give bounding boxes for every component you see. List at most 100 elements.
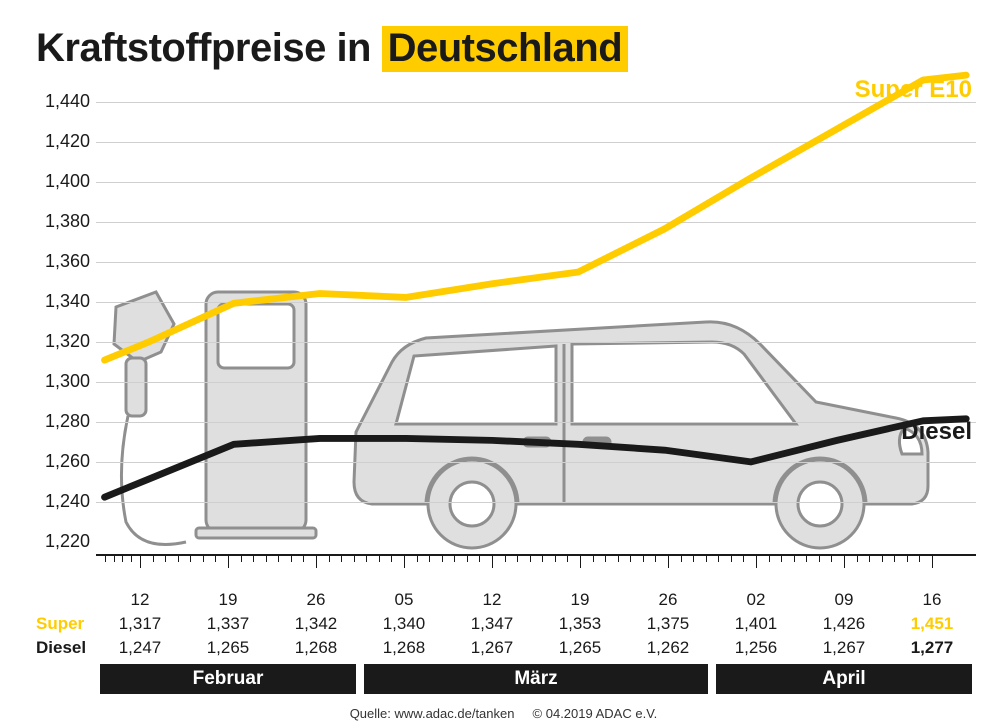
x-subtick: [354, 554, 355, 562]
x-subtick: [266, 554, 267, 562]
x-subtick: [329, 554, 330, 562]
x-subtick: [429, 554, 430, 562]
x-tick: [228, 554, 229, 568]
month-bar: Februar: [100, 664, 355, 694]
row-diesel-label: Diesel: [36, 638, 96, 658]
x-tick: [932, 554, 933, 568]
x-tick: [756, 554, 757, 568]
x-subtick: [291, 554, 292, 562]
diesel-cell: 1,265: [536, 638, 624, 658]
x-subtick: [530, 554, 531, 562]
x-tick: [580, 554, 581, 568]
date-cell: 19: [536, 590, 624, 610]
diesel-cell: 1,247: [96, 638, 184, 658]
x-tick: [668, 554, 669, 568]
x-subtick: [215, 554, 216, 562]
line-series-svg: [36, 82, 976, 552]
x-subtick: [706, 554, 707, 562]
super-cell: 1,317: [96, 614, 184, 634]
x-subtick: [379, 554, 380, 562]
series-label-super: Super E10: [855, 76, 972, 104]
x-subtick: [693, 554, 694, 562]
date-cell: 19: [184, 590, 272, 610]
footer-source-url: www.adac.de/tanken: [395, 706, 515, 721]
x-subtick: [781, 554, 782, 562]
title-prefix: Kraftstoffpreise in: [36, 26, 382, 70]
x-tick: [492, 554, 493, 568]
super-cell: 1,375: [624, 614, 712, 634]
x-subtick: [819, 554, 820, 562]
x-subtick: [454, 554, 455, 562]
x-subtick: [907, 554, 908, 562]
x-subtick: [341, 554, 342, 562]
date-cell: 26: [624, 590, 712, 610]
date-cell: 09: [800, 590, 888, 610]
date-cell: 26: [272, 590, 360, 610]
date-cell: 05: [360, 590, 448, 610]
x-subtick: [542, 554, 543, 562]
title-highlight: Deutschland: [382, 26, 629, 72]
x-subtick: [630, 554, 631, 562]
x-subtick: [131, 554, 132, 562]
date-cell: 12: [448, 590, 536, 610]
x-subtick: [122, 554, 123, 562]
x-subtick: [278, 554, 279, 562]
date-cell: 16: [888, 590, 976, 610]
row-dates: 12192605121926020916: [36, 588, 976, 612]
x-subtick: [718, 554, 719, 562]
diesel-cell: 1,268: [272, 638, 360, 658]
footer-source-label: Quelle:: [350, 706, 391, 721]
month-bar: März: [364, 664, 707, 694]
date-cell: 02: [712, 590, 800, 610]
chart-plot-area: 1,2201,2401,2601,2801,3001,3201,3401,360…: [36, 82, 976, 552]
diesel-cell: 1,262: [624, 638, 712, 658]
x-subtick: [555, 554, 556, 562]
x-subtick: [894, 554, 895, 562]
x-subtick: [517, 554, 518, 562]
x-subtick: [869, 554, 870, 562]
row-super: Super 1,3171,3371,3421,3401,3471,3531,37…: [36, 612, 976, 636]
footer: Quelle: www.adac.de/tanken © 04.2019 ADA…: [0, 706, 1007, 721]
diesel-cell: 1,267: [800, 638, 888, 658]
super-cell: 1,401: [712, 614, 800, 634]
footer-copyright: © 04.2019 ADAC e.V.: [533, 706, 658, 721]
diesel-cell: 1,277: [888, 638, 976, 658]
month-bar: April: [716, 664, 971, 694]
diesel-cell: 1,256: [712, 638, 800, 658]
super-cell: 1,451: [888, 614, 976, 634]
super-cell: 1,426: [800, 614, 888, 634]
x-subtick: [203, 554, 204, 562]
x-subtick: [467, 554, 468, 562]
x-subtick: [857, 554, 858, 562]
x-subtick: [366, 554, 367, 562]
x-subtick: [681, 554, 682, 562]
x-subtick: [241, 554, 242, 562]
x-subtick: [253, 554, 254, 562]
diesel-cell: 1,267: [448, 638, 536, 658]
x-subtick: [178, 554, 179, 562]
chart-title: Kraftstoffpreise in Deutschland: [36, 26, 628, 71]
x-subtick: [831, 554, 832, 562]
x-subtick: [806, 554, 807, 562]
x-tick: [844, 554, 845, 568]
x-subtick: [190, 554, 191, 562]
row-super-label: Super: [36, 614, 96, 634]
x-tick: [140, 554, 141, 568]
super-cell: 1,347: [448, 614, 536, 634]
x-subtick: [105, 554, 106, 562]
x-subtick: [618, 554, 619, 562]
x-subtick: [153, 554, 154, 562]
x-tick: [316, 554, 317, 568]
x-subtick: [731, 554, 732, 562]
x-subtick: [303, 554, 304, 562]
x-subtick: [165, 554, 166, 562]
x-subtick: [605, 554, 606, 562]
row-diesel: Diesel 1,2471,2651,2681,2681,2671,2651,2…: [36, 636, 976, 660]
x-subtick: [743, 554, 744, 562]
super-cell: 1,342: [272, 614, 360, 634]
x-subtick: [643, 554, 644, 562]
x-subtick: [479, 554, 480, 562]
data-table: 12192605121926020916 Super 1,3171,3371,3…: [36, 588, 976, 660]
x-subtick: [655, 554, 656, 562]
super-cell: 1,353: [536, 614, 624, 634]
